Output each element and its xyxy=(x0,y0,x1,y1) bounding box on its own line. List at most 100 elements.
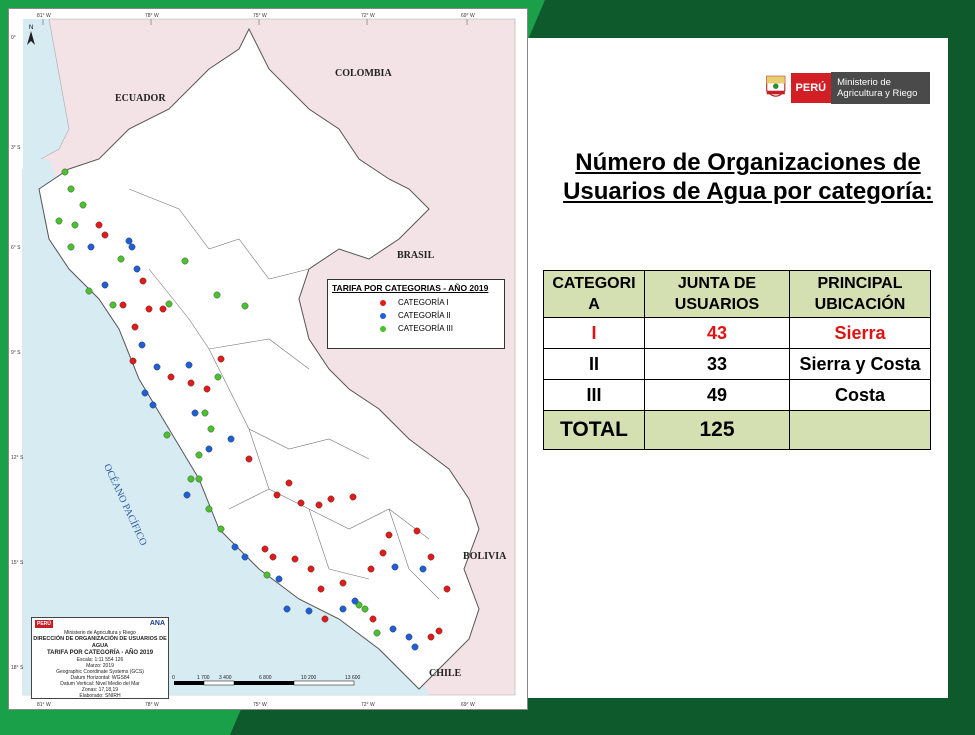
scale-label: 13 600 xyxy=(345,675,361,681)
map-marker xyxy=(435,627,443,635)
lon-label: 75° W xyxy=(253,702,267,708)
map-marker xyxy=(195,475,203,483)
country-label-bolivia: BOLIVIA xyxy=(463,551,507,562)
lon-label: 78° W xyxy=(145,702,159,708)
map-marker xyxy=(305,607,313,615)
cell-category: III xyxy=(543,379,645,411)
lat-label: 12° S xyxy=(11,455,24,461)
title-block-meta: Zonas: 17,18,19 xyxy=(81,687,119,693)
peru-territory xyxy=(38,27,480,690)
blue-dot-icon xyxy=(380,312,386,319)
map-marker xyxy=(213,291,221,299)
cell-category: II xyxy=(543,348,645,380)
map-marker xyxy=(291,555,299,563)
table-row: I 43 Sierra xyxy=(543,317,931,349)
map-marker xyxy=(55,217,63,225)
country-label-colombia: COLOMBIA xyxy=(335,68,392,79)
peru-map: 81° W 78° W 75° W 72° W 69° W 81° W 78° … xyxy=(8,8,528,710)
ministry-logo: PERÚ Ministerio de Agricultura y Riego xyxy=(764,68,930,108)
map-marker xyxy=(285,479,293,487)
map-marker xyxy=(261,545,269,553)
map-marker xyxy=(128,243,136,251)
map-marker xyxy=(317,585,325,593)
map-marker xyxy=(163,431,171,439)
lon-label: 78° W xyxy=(145,13,159,19)
title-block-meta: Datum Vertical: Nivel Medio del Mar xyxy=(60,681,140,687)
map-marker xyxy=(269,553,277,561)
cell-count: 43 xyxy=(644,317,790,349)
map-marker xyxy=(167,373,175,381)
map-marker xyxy=(427,633,435,641)
red-dot-icon xyxy=(380,299,386,306)
map-marker xyxy=(79,201,87,209)
peru-shield-icon xyxy=(766,75,786,97)
map-marker xyxy=(191,409,199,417)
map-marker xyxy=(141,389,149,397)
north-arrow-icon: N xyxy=(27,25,35,45)
map-marker xyxy=(389,625,397,633)
map-marker xyxy=(379,549,387,557)
title-block-meta: Escala: 1:11 554 126 xyxy=(76,657,124,663)
map-marker xyxy=(205,445,213,453)
map-marker xyxy=(245,455,253,463)
summary-panel: PERÚ Ministerio de Agricultura y Riego N… xyxy=(528,38,948,698)
map-marker xyxy=(159,305,167,313)
map-legend: TARIFA POR CATEGORIAS - AÑO 2019 CATEGOR… xyxy=(327,279,505,349)
map-marker xyxy=(411,643,419,651)
scale-bar: 0 1 700 3 400 6 800 10 200 13 600 xyxy=(172,675,361,686)
map-marker xyxy=(187,379,195,387)
map-marker xyxy=(201,409,209,417)
lat-label: 18° S xyxy=(11,665,24,671)
lat-label: 3° S xyxy=(11,145,21,151)
legend-label: CATEGORÍA I xyxy=(398,298,449,307)
map-marker xyxy=(87,243,95,251)
cell-location: Costa xyxy=(789,379,931,411)
map-marker xyxy=(61,168,69,176)
lon-label: 69° W xyxy=(461,702,475,708)
legend-item-cat-3: CATEGORÍA III xyxy=(328,322,504,335)
map-marker xyxy=(405,633,413,641)
map-marker xyxy=(153,363,161,371)
ana-logo: ANA xyxy=(149,620,165,627)
lat-label: 6° S xyxy=(11,245,21,251)
map-marker xyxy=(207,425,215,433)
column-header-category: CATEGORI A xyxy=(543,270,645,318)
logo-peru-text: PERÚ xyxy=(790,73,832,103)
column-header-location: PRINCIPAL UBICACIÓN xyxy=(789,270,931,318)
map-marker xyxy=(187,475,195,483)
map-marker xyxy=(241,302,249,310)
country-label-ecuador: ECUADOR xyxy=(115,93,166,104)
map-marker xyxy=(131,323,139,331)
map-marker xyxy=(385,531,393,539)
map-marker xyxy=(339,579,347,587)
map-marker xyxy=(231,543,239,551)
map-title-block: PERÚ ANA Ministerio de Agricultura y Rie… xyxy=(31,617,169,699)
country-label-chile: CHILE xyxy=(429,668,462,679)
map-marker xyxy=(217,525,225,533)
cell-total-label: TOTAL xyxy=(543,410,645,450)
map-marker xyxy=(369,615,377,623)
country-label-brasil: BRASIL xyxy=(397,250,435,261)
map-marker xyxy=(139,277,147,285)
map-marker xyxy=(297,499,305,507)
category-table: CATEGORI A JUNTA DE USUARIOS PRINCIPAL U… xyxy=(543,270,931,450)
cell-location: Sierra xyxy=(789,317,931,349)
map-marker xyxy=(273,491,281,499)
lon-label: 81° W xyxy=(37,702,51,708)
map-marker xyxy=(101,231,109,239)
cell-count: 33 xyxy=(644,348,790,380)
map-marker xyxy=(67,185,75,193)
map-marker xyxy=(443,585,451,593)
lat-label: 9° S xyxy=(11,350,21,356)
map-marker xyxy=(339,605,347,613)
green-dot-icon xyxy=(380,325,386,332)
title-block-map-title: TARIFA POR CATEGORÍA - AÑO 2019 xyxy=(46,650,154,656)
title-block-meta: Elaborado: SNIRH xyxy=(79,693,121,699)
map-marker xyxy=(195,451,203,459)
map-marker xyxy=(145,305,153,313)
map-marker xyxy=(391,563,399,571)
peru-logo: PERÚ xyxy=(35,620,53,628)
map-marker xyxy=(101,281,109,289)
map-marker xyxy=(427,553,435,561)
lon-label: 81° W xyxy=(37,13,51,19)
